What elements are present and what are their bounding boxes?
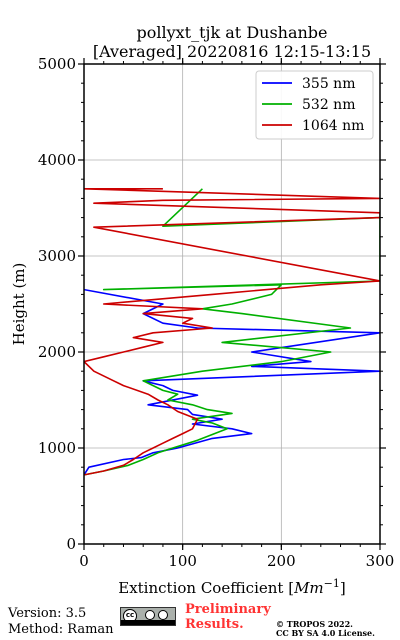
preliminary-notice: Preliminary Results. (185, 602, 271, 632)
copyright-line-2: CC BY SA 4.0 License. (276, 628, 375, 638)
chart-subtitle: [Averaged] 20220816 12:15-13:15 (93, 42, 371, 61)
x-tick-label: 0 (79, 552, 89, 570)
axis-ticks (78, 58, 386, 550)
by-icon (145, 610, 155, 620)
series-layer (84, 188, 380, 476)
x-axis-label-prefix: Extinction Coefficient [ (118, 579, 294, 597)
y-tick-label: 5000 (38, 55, 76, 73)
sa-icon (158, 610, 168, 620)
footer-info: Version: 3.5 Method: Raman (8, 606, 114, 638)
method-text: Method: Raman (8, 622, 114, 637)
legend-label: 1064 nm (302, 118, 364, 134)
legend-label: 355 nm (302, 76, 355, 92)
preliminary-line-1: Preliminary (185, 602, 271, 617)
series-line-1064-nm (84, 188, 380, 476)
y-tick-label: 3000 (38, 247, 76, 265)
x-tick-label: 100 (168, 552, 197, 570)
extinction-profile-chart: pollyxt_tjk at Dushanbe [Averaged] 20220… (10, 23, 395, 597)
y-tick-label: 2000 (38, 343, 76, 361)
chart-title: pollyxt_tjk at Dushanbe (136, 23, 327, 42)
cc-logo-icon: cc (123, 609, 137, 623)
preliminary-line-2: Results. (185, 617, 244, 632)
y-tick-label: 4000 (38, 151, 76, 169)
series-line-355-nm (84, 288, 380, 476)
y-tick-label: 1000 (38, 439, 76, 457)
legend: 355 nm 532 nm 1064 nm (255, 70, 374, 140)
plot-frame (83, 63, 381, 545)
legend-box (255, 70, 374, 140)
copyright-line-1: © TROPOS 2022. (276, 619, 353, 629)
legend-label: 532 nm (302, 97, 355, 113)
x-axis-label-unit: Mm (293, 579, 324, 597)
x-axis-label: Extinction Coefficient [Mm−1] (118, 577, 345, 597)
x-tick-label: 200 (267, 552, 296, 570)
cc-badge-strip (121, 620, 175, 625)
x-axis-label-suffix: ] (340, 579, 346, 597)
copyright-notice: © TROPOS 2022. CC BY SA 4.0 License. (276, 620, 375, 638)
version-text: Version: 3.5 (8, 606, 87, 621)
x-axis-label-exponent: −1 (324, 577, 340, 590)
y-axis-label: Height (m) (10, 263, 28, 346)
cc-license-badge-icon: cc (120, 607, 176, 626)
y-tick-label: 0 (66, 535, 76, 553)
x-tick-label: 300 (366, 552, 395, 570)
